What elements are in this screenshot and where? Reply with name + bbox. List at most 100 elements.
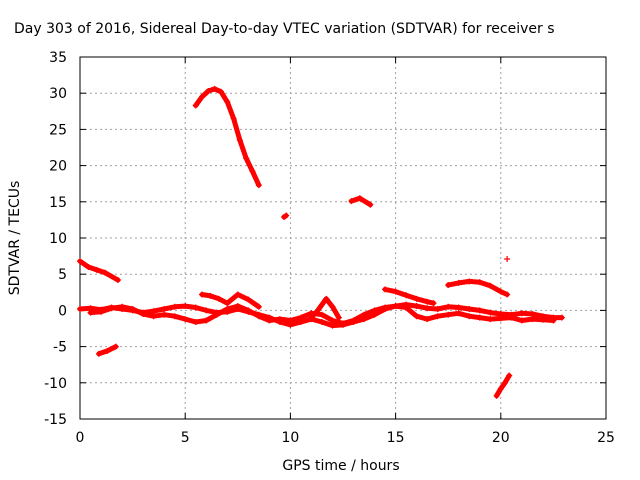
data-point <box>308 310 315 317</box>
data-segment-5 <box>504 255 511 262</box>
data-point <box>224 98 231 105</box>
y-tick-label: 0 <box>58 303 67 319</box>
y-tick-label: 15 <box>49 195 67 211</box>
data-point <box>93 266 100 273</box>
data-point <box>382 286 389 293</box>
data-point <box>529 311 536 318</box>
data-point <box>199 291 206 298</box>
y-tick-label: -15 <box>44 412 67 428</box>
data-point <box>77 258 83 265</box>
data-point <box>245 307 252 314</box>
data-point <box>171 313 178 320</box>
data-point <box>283 212 290 219</box>
data-point <box>361 311 368 318</box>
data-point <box>382 304 389 311</box>
x-tick-label: 5 <box>181 430 190 446</box>
data-point <box>455 310 462 317</box>
data-point <box>466 278 473 285</box>
x-axis-ticks: 0 5 10 15 20 25 <box>76 57 615 446</box>
x-axis-label: GPS time / hours <box>282 458 399 474</box>
data-point <box>504 291 511 298</box>
data-segment-0 <box>77 258 121 283</box>
data-point <box>161 305 168 312</box>
data-point <box>329 303 336 310</box>
data-point <box>323 295 330 302</box>
data-point <box>455 279 462 286</box>
data-point <box>455 304 462 311</box>
data-point <box>129 305 136 312</box>
data-point <box>249 168 256 175</box>
data-point <box>356 195 363 202</box>
data-point <box>476 314 483 321</box>
data-point <box>150 313 157 320</box>
data-point <box>255 182 262 189</box>
data-point <box>371 307 378 314</box>
data-segment-8 <box>382 286 437 307</box>
data-point <box>466 305 473 312</box>
data-point <box>367 201 374 208</box>
data-point <box>98 308 105 315</box>
y-tick-label: 25 <box>49 122 67 138</box>
data-point <box>266 317 273 324</box>
data-point <box>104 347 111 354</box>
data-point <box>445 303 452 310</box>
data-point <box>207 292 214 299</box>
data-point <box>497 315 504 322</box>
data-point <box>203 307 210 314</box>
data-point <box>318 318 325 325</box>
data-point <box>112 343 119 350</box>
data-point <box>234 303 241 310</box>
data-point <box>445 311 452 318</box>
data-point <box>392 288 399 295</box>
y-tick-label: -10 <box>44 376 67 392</box>
data-point <box>255 313 262 320</box>
data-points <box>77 85 565 399</box>
data-point <box>182 303 189 310</box>
data-point <box>182 316 189 323</box>
data-point <box>243 155 250 162</box>
data-point <box>114 276 121 283</box>
data-point <box>119 303 126 310</box>
data-point <box>476 279 483 286</box>
data-point <box>497 385 504 392</box>
data-point <box>245 296 252 303</box>
data-point <box>215 295 222 302</box>
data-point <box>329 322 336 329</box>
data-point <box>329 317 336 324</box>
data-point <box>276 316 283 323</box>
data-point <box>150 308 157 315</box>
data-point <box>95 350 102 357</box>
data-point <box>518 310 525 317</box>
data-point <box>493 392 500 399</box>
x-tick-label: 0 <box>76 430 85 446</box>
x-tick-label: 15 <box>387 430 405 446</box>
data-segment-12 <box>87 303 557 327</box>
data-point <box>466 313 473 320</box>
data-point <box>502 379 509 386</box>
y-axis-label: SDTVAR / TECUs <box>7 181 23 296</box>
data-point <box>487 316 494 323</box>
data-point <box>506 372 513 379</box>
chart-title: Day 303 of 2016, Sidereal Day-to-day VTE… <box>14 21 555 37</box>
data-point <box>234 291 241 298</box>
data-point <box>224 305 231 312</box>
data-point <box>445 282 452 289</box>
data-point <box>424 298 431 305</box>
data-point <box>77 305 83 312</box>
data-point <box>230 115 237 122</box>
data-point <box>217 88 224 95</box>
grid <box>80 57 606 419</box>
data-segment-2 <box>192 85 262 189</box>
data-segment-4 <box>348 195 374 208</box>
data-point <box>487 309 494 316</box>
data-point <box>297 314 304 321</box>
data-point <box>529 316 536 323</box>
x-tick-label: 20 <box>492 430 510 446</box>
data-point <box>205 88 212 95</box>
data-point <box>213 311 220 318</box>
data-trace <box>77 258 121 283</box>
data-point <box>192 102 199 109</box>
data-point <box>161 311 168 318</box>
data-point <box>140 311 147 318</box>
